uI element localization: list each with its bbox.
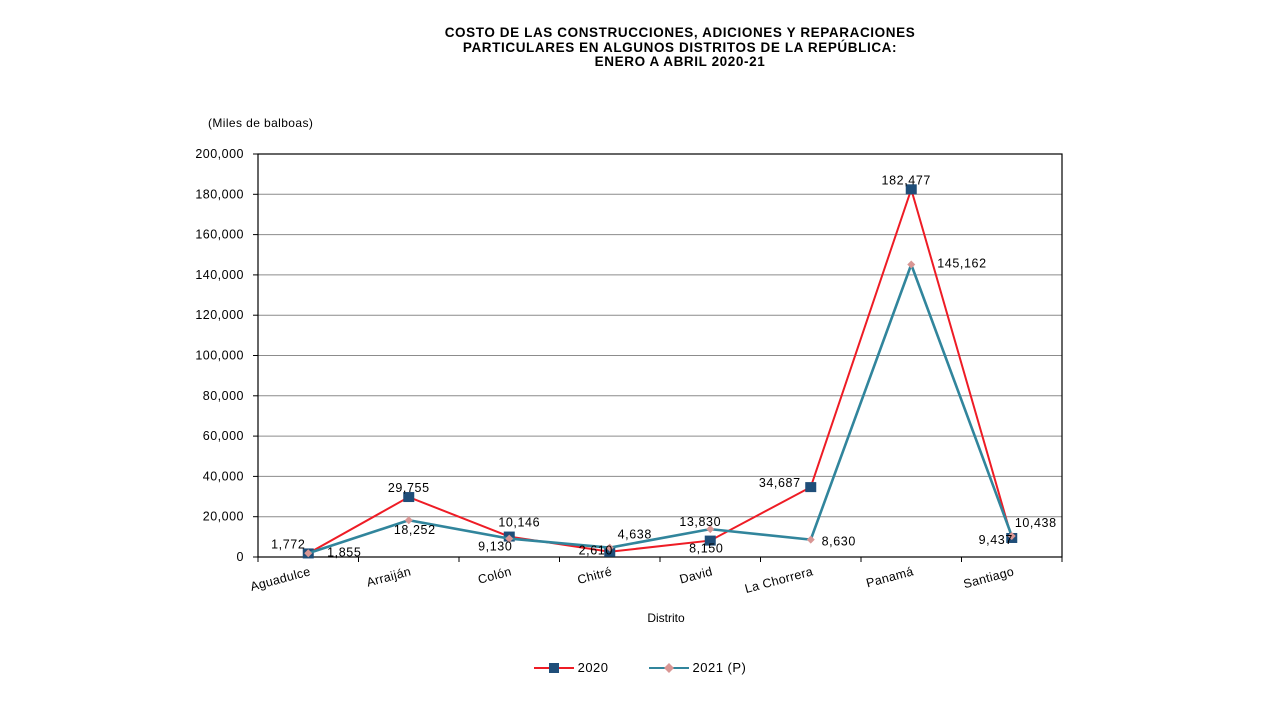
series-line-2021 xyxy=(307,260,1013,555)
data-label-2020: 9,437 xyxy=(979,533,1013,547)
data-label-2020: 10,146 xyxy=(498,516,540,530)
y-tick-label: 140,000 xyxy=(195,268,244,282)
y-tick-label: 60,000 xyxy=(203,429,244,443)
point-marker-2021 xyxy=(505,534,514,543)
point-marker-2021 xyxy=(404,516,413,525)
x-tick-label: Colón xyxy=(476,564,513,586)
legend-item-2020: 2020 xyxy=(533,660,609,675)
data-label-2020: 34,687 xyxy=(759,476,801,490)
x-tick-label: Chitré xyxy=(576,564,614,587)
point-marker-2020 xyxy=(905,184,917,195)
chart-title-line-3: ENERO A ABRIL 2020-21 xyxy=(594,54,766,69)
x-tick-label: Panamá xyxy=(865,564,915,590)
point-marker-2021 xyxy=(907,260,916,269)
data-label-2021: 13,830 xyxy=(679,515,721,529)
data-label-2021: 4,638 xyxy=(618,528,652,542)
legend-label-2021: 2021 (P) xyxy=(692,660,747,675)
units-label: (Miles de balboas) xyxy=(208,116,314,130)
chart-title: COSTO DE LAS CONSTRUCCIONES, ADICIONES Y… xyxy=(280,25,1080,70)
legend-label-2020: 2020 xyxy=(577,660,609,675)
y-tick-label: 160,000 xyxy=(195,228,244,242)
y-tick-label: 80,000 xyxy=(203,389,244,403)
data-label-2020: 182,477 xyxy=(882,173,931,187)
chart-title-line-1: COSTO DE LAS CONSTRUCCIONES, ADICIONES Y… xyxy=(444,25,916,40)
y-tick-label: 0 xyxy=(237,550,244,564)
y-tick-label: 20,000 xyxy=(203,510,244,524)
point-marker-2021 xyxy=(605,543,614,552)
y-axis: 0 20,000 40,000 60,000 80,000 100,000 120,000 1… xyxy=(195,147,258,564)
y-tick-label: 180,000 xyxy=(195,187,244,201)
data-label-2020: 1,772 xyxy=(271,537,305,551)
point-marker-2020 xyxy=(704,535,716,546)
point-marker-2021 xyxy=(806,535,815,544)
data-label-2021: 145,162 xyxy=(937,256,986,270)
point-marker-2020 xyxy=(403,492,415,503)
point-marker-2021 xyxy=(1007,531,1016,540)
data-label-2021: 8,630 xyxy=(822,535,856,549)
y-tick-label: 100,000 xyxy=(195,349,244,363)
series-line-2020 xyxy=(307,185,1013,555)
data-label-2021: 18,252 xyxy=(394,523,436,537)
point-marker-2021 xyxy=(706,525,715,534)
data-label-2021: 1,855 xyxy=(327,545,361,559)
data-labels: 1,772 29,755 10,146 2,610 8,150 34,687 182,477… xyxy=(271,173,1057,559)
point-marker-2021 xyxy=(304,549,313,558)
chart-title-line-2: PARTICULARES EN ALGUNOS DISTRITOS DE LA … xyxy=(462,39,898,55)
y-tick-label: 120,000 xyxy=(195,308,244,322)
series-lines xyxy=(302,184,1018,559)
legend-item-2021: 2021 (P) xyxy=(648,660,747,675)
legend-swatch-2020 xyxy=(533,662,574,673)
x-axis: Aguadulce Arraiján Colón Chitré David La Chor… xyxy=(249,557,1063,596)
y-tick-label: 40,000 xyxy=(203,469,244,483)
x-tick-label: Aguadulce xyxy=(249,564,312,594)
data-label-2020: 2,610 xyxy=(579,544,613,558)
x-axis-title: Distrito xyxy=(647,611,685,625)
y-tick-label: 200,000 xyxy=(195,147,244,161)
point-marker-2020 xyxy=(805,482,817,493)
legend: 2020 2021 (P) xyxy=(0,660,1280,675)
data-label-2021: 10,438 xyxy=(1015,516,1057,530)
data-label-2020: 8,150 xyxy=(689,542,723,556)
point-marker-2020 xyxy=(604,546,616,557)
legend-swatch-2021 xyxy=(648,662,689,673)
grid-lines xyxy=(257,153,1063,558)
x-tick-label: La Chorrera xyxy=(743,564,814,596)
x-tick-label: David xyxy=(678,564,714,586)
data-label-2020: 29,755 xyxy=(388,481,430,495)
x-tick-label: Santiago xyxy=(962,564,1016,591)
x-tick-label: Arraiján xyxy=(365,564,413,589)
data-label-2021: 9,130 xyxy=(478,540,512,554)
